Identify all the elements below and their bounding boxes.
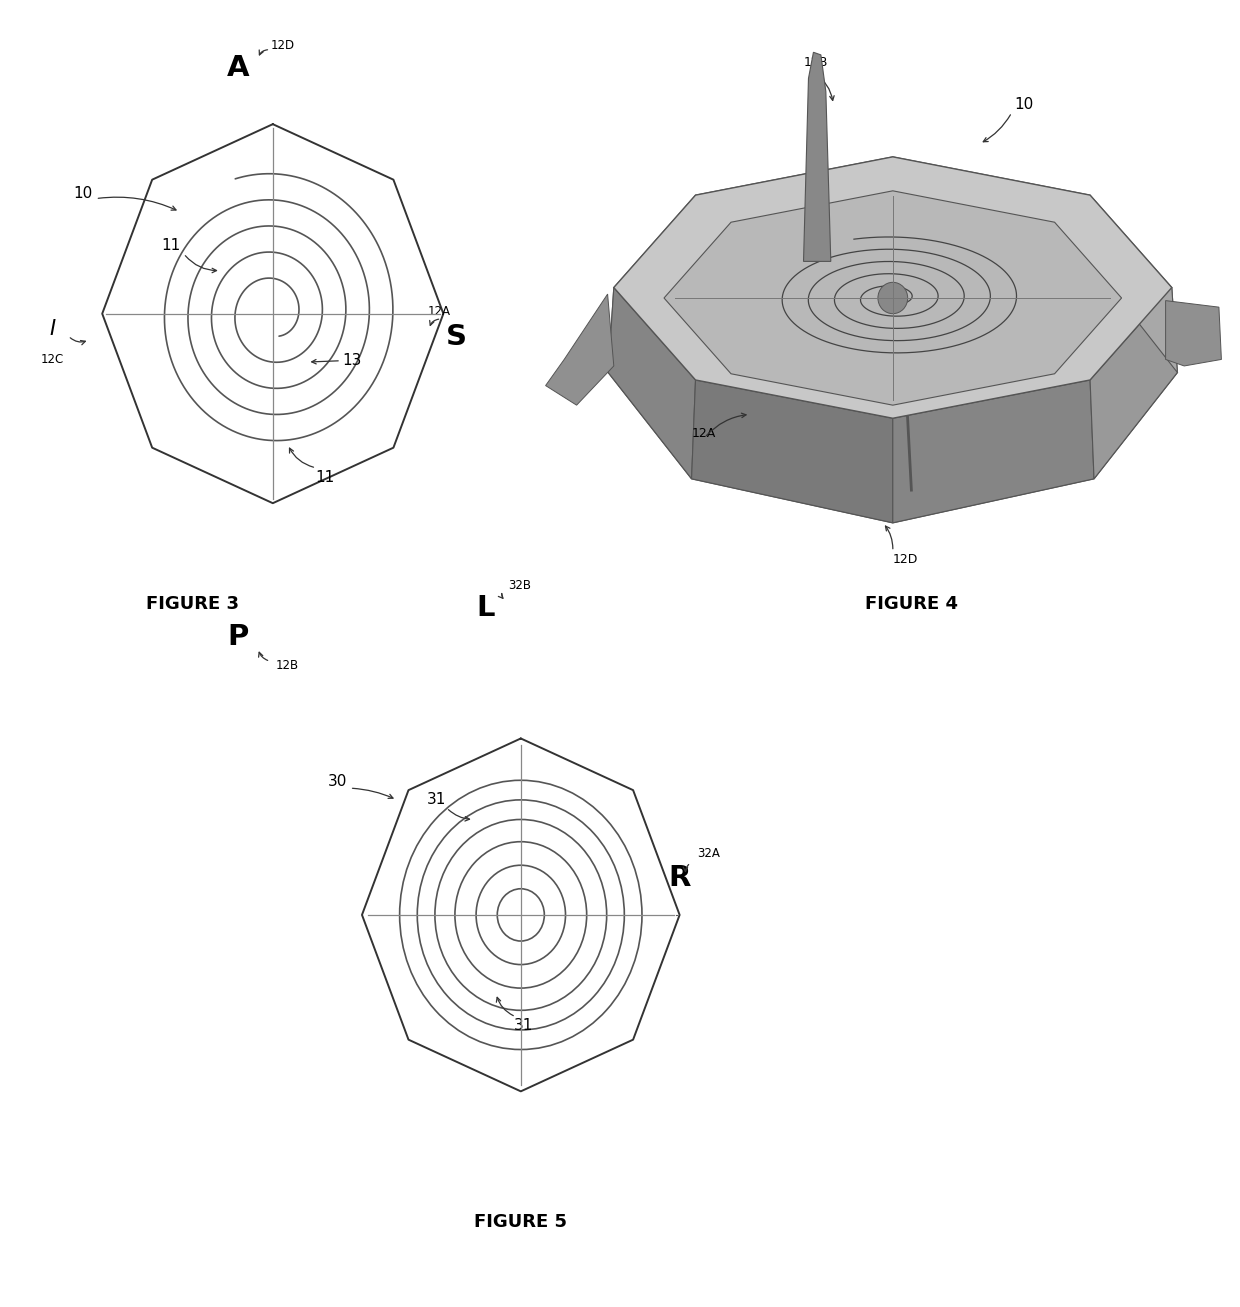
- Polygon shape: [546, 294, 614, 405]
- Text: FIGURE 3: FIGURE 3: [146, 595, 238, 613]
- Text: L: L: [477, 593, 495, 622]
- Polygon shape: [608, 222, 1178, 523]
- Text: 31: 31: [513, 1018, 533, 1034]
- Text: FIGURE 5: FIGURE 5: [474, 1213, 567, 1231]
- Polygon shape: [1090, 288, 1178, 478]
- Text: R: R: [668, 864, 691, 893]
- Polygon shape: [804, 52, 831, 261]
- Polygon shape: [1090, 195, 1178, 372]
- Polygon shape: [608, 195, 696, 372]
- Text: 12C: 12C: [1094, 297, 1118, 310]
- Text: 12B: 12B: [275, 659, 299, 672]
- Text: 32A: 32A: [697, 847, 719, 860]
- Text: 11: 11: [315, 469, 335, 485]
- Text: P: P: [227, 622, 249, 651]
- Text: I: I: [50, 319, 55, 340]
- Text: 10: 10: [1014, 97, 1034, 112]
- Text: A: A: [227, 54, 249, 82]
- Text: 12D: 12D: [893, 553, 918, 566]
- Polygon shape: [893, 380, 1094, 523]
- Polygon shape: [1166, 301, 1221, 366]
- Text: 32B: 32B: [508, 579, 532, 592]
- Text: FIGURE 4: FIGURE 4: [866, 595, 957, 613]
- Polygon shape: [893, 157, 1094, 267]
- Text: 30: 30: [327, 774, 347, 789]
- Text: 10: 10: [73, 186, 93, 201]
- Text: 12B: 12B: [804, 56, 828, 69]
- Text: 13: 13: [342, 353, 362, 369]
- Text: 11: 11: [732, 268, 749, 281]
- Polygon shape: [614, 157, 1172, 418]
- Polygon shape: [692, 380, 893, 523]
- Polygon shape: [608, 288, 696, 478]
- Text: 11: 11: [915, 307, 932, 320]
- Circle shape: [878, 282, 908, 314]
- Text: 12A: 12A: [692, 427, 717, 440]
- Text: S: S: [446, 323, 466, 352]
- Text: 31: 31: [427, 792, 446, 808]
- Polygon shape: [692, 157, 893, 267]
- Text: 12D: 12D: [270, 39, 294, 52]
- Text: 12A: 12A: [428, 305, 450, 318]
- Text: 12C: 12C: [41, 353, 63, 366]
- Text: 13: 13: [763, 366, 780, 379]
- Polygon shape: [665, 191, 1121, 405]
- Text: 11: 11: [161, 238, 181, 254]
